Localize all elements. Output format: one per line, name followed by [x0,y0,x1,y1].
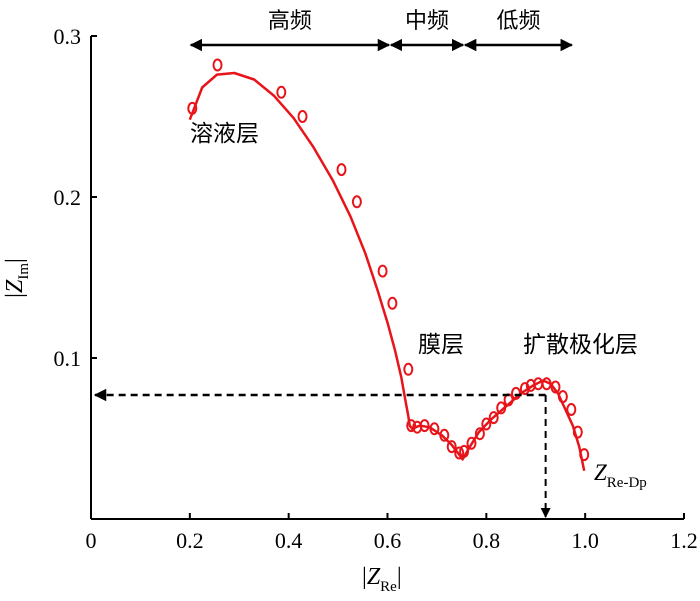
y-axis-bar-right: | [2,258,28,263]
data-point [511,386,521,400]
annotation-solution-layer: 溶液层 [190,121,259,146]
zre-dp-main: Z [594,460,607,485]
x-axis-bar-left: | [362,564,367,590]
data-point [429,422,440,436]
y-tick-label: 0.1 [54,346,82,371]
x-axis-label: |ZRe| [362,564,402,595]
data-point [351,195,362,209]
frequency-region-arrows: 高频 中频 低频 [189,8,574,52]
data-point [557,390,568,404]
y-axis-label: |ZIm| [2,258,32,298]
y-ticks: 0.1 0.2 0.3 [54,24,97,371]
data-point [403,362,414,376]
data-point [519,382,530,396]
x-tick-label: 0.2 [176,528,204,553]
x-axis-label-sub: Re [380,579,397,595]
axes [90,36,684,520]
y-axis-bar-left: | [2,293,28,298]
x-tick-label: 0.8 [473,528,501,553]
zre-dp-sub: Re-Dp [607,475,647,491]
data-markers [187,58,590,462]
annotation-film-layer: 膜层 [418,332,464,357]
data-point [387,296,398,310]
data-point [336,163,347,177]
data-point [459,444,470,458]
data-point [439,428,450,442]
data-point [572,425,583,439]
data-point [496,401,507,415]
data-point [297,110,308,123]
data-point [566,403,577,416]
x-axis-label-main: Z [367,564,381,590]
x-tick-label: 0 [86,528,97,553]
annotation-diffusion-layer: 扩散极化层 [523,332,638,357]
region-label: 中频 [405,8,449,33]
x-tick-label: 0.6 [374,528,402,553]
y-axis-label-sub: Im [16,263,32,280]
data-point [466,436,477,450]
data-point [406,419,417,433]
x-axis-bar-right: | [397,564,402,590]
region-label: 低频 [496,8,540,33]
data-point [276,85,287,99]
data-point [474,427,485,441]
y-tick-label: 0.2 [54,185,82,210]
data-point [212,58,223,72]
data-point [446,440,457,454]
annotation-zre-dp: ZRe-Dp [594,460,647,491]
data-point [488,411,499,425]
data-point [579,448,590,462]
x-ticks: 0 0.2 0.4 0.6 0.8 1.0 1.2 [86,513,698,553]
data-point [187,101,198,115]
data-point [541,377,552,391]
x-tick-label: 1.2 [670,528,698,553]
data-point [454,446,465,460]
y-tick-label: 0.3 [54,24,82,49]
x-tick-label: 1.0 [571,528,599,553]
reference-lines [93,388,551,518]
data-point [550,380,561,394]
data-point [419,419,430,433]
data-point [377,264,388,278]
x-tick-label: 0.4 [275,528,303,553]
y-axis-label-main: Z [2,279,28,293]
region-label: 高频 [268,8,312,33]
data-point [481,417,492,431]
